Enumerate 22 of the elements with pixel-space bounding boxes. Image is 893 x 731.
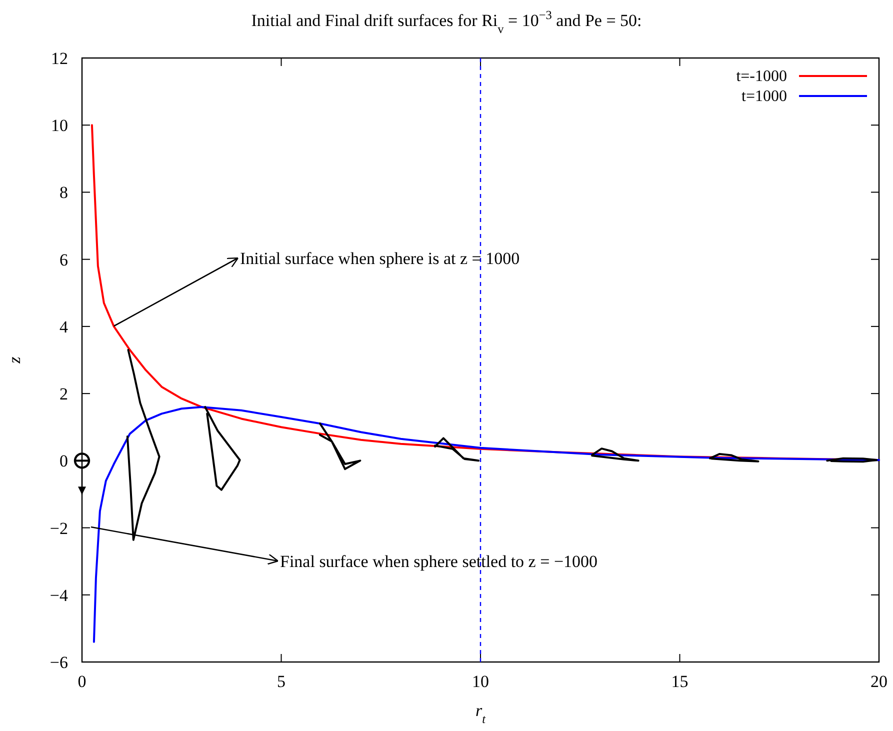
y-tick-label: 0	[60, 452, 68, 471]
y-tick-label: 6	[60, 250, 68, 270]
annotation: Final surface when sphere settled to z = −1000	[280, 552, 598, 571]
y-tick-label: 10	[51, 116, 68, 136]
legend-label: t=1000	[742, 88, 787, 105]
x-tick-label: 10	[472, 672, 489, 691]
x-tick-label: 20	[870, 672, 888, 691]
y-tick-label: 8	[60, 183, 68, 202]
y-tick-label: −4	[50, 586, 68, 605]
y-tick-label: −2	[50, 518, 68, 538]
annotation: Initial surface when sphere is at z = 1000	[240, 249, 520, 268]
x-tick-label: 0	[78, 672, 86, 691]
y-tick-label: −6	[50, 653, 68, 672]
y-axis-title: z	[5, 356, 24, 364]
y-tick-label: 4	[60, 317, 68, 336]
chart-title: Initial and Final drift surfaces for Ri$_{v}$ = 10$^{−3}$ and Pe = 50:	[251, 8, 642, 36]
y-tick-label: 12	[51, 49, 68, 68]
y-tick-label: 2	[60, 384, 68, 404]
x-tick-label: 15	[671, 672, 688, 691]
x-axis-title: r$_{t}$	[475, 701, 486, 726]
x-tick-label: 5	[277, 672, 286, 691]
legend-label: t=-1000	[736, 68, 787, 85]
